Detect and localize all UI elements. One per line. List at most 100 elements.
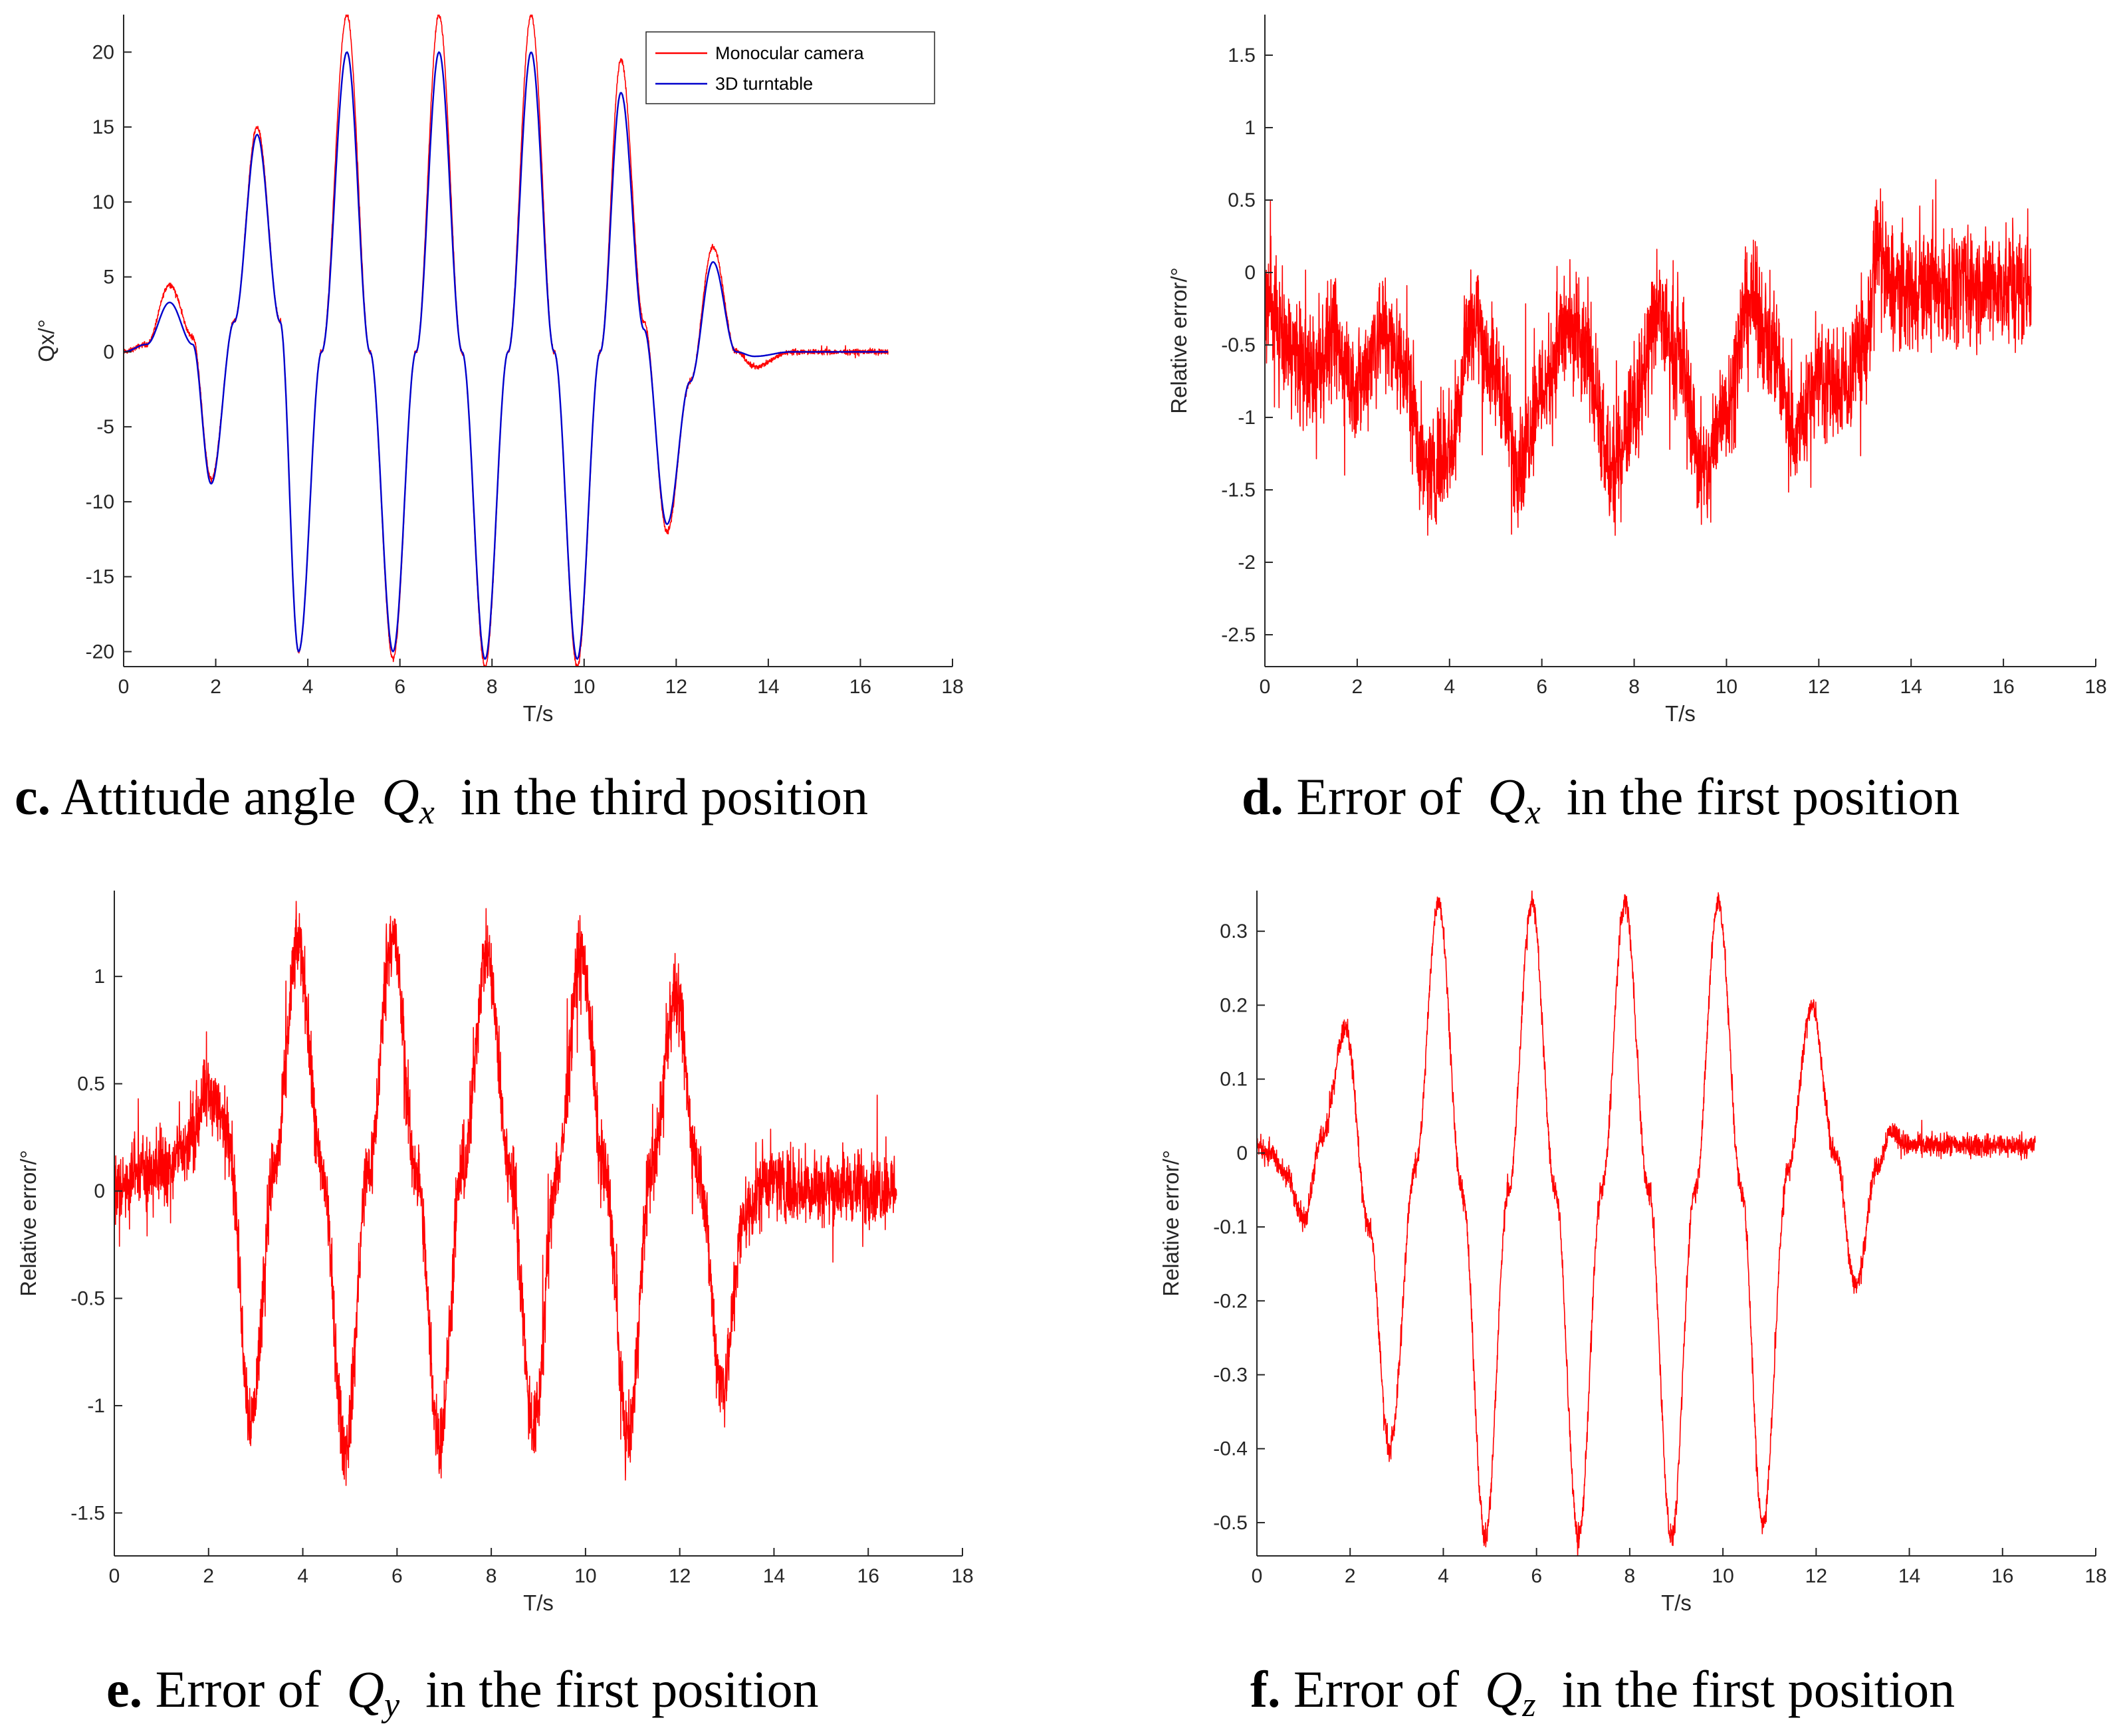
caption-letter: e.: [106, 1660, 142, 1718]
y-tick-label: 0.3: [1220, 921, 1248, 942]
series-line-1: [1257, 891, 2036, 1556]
y-tick-label: 0.5: [77, 1073, 105, 1095]
x-axis-label: T/s: [1665, 701, 1696, 726]
x-tick-label: 14: [763, 1565, 785, 1587]
caption-letter: d.: [1242, 768, 1284, 825]
x-tick-label: 4: [1438, 1565, 1449, 1587]
x-tick-label: 6: [394, 676, 405, 698]
series-line-1: [114, 901, 897, 1486]
y-axis-label: Relative error/°: [1167, 267, 1191, 413]
y-tick-label: -0.2: [1213, 1290, 1248, 1312]
panel-caption: e. Error of Qy in the first position: [106, 1660, 819, 1724]
panel-caption: f. Error of Qz in the first position: [1250, 1660, 1955, 1724]
x-tick-label: 6: [391, 1565, 403, 1587]
y-tick-label: 0.5: [1228, 189, 1256, 211]
x-axis-label: T/s: [523, 701, 554, 726]
caption-subscript: y: [381, 1686, 400, 1724]
caption-subscript: x: [419, 794, 435, 831]
caption-text: Error of: [1284, 768, 1488, 825]
x-tick-label: 14: [1898, 1565, 1920, 1587]
chart-f: 0 2 4 6 8 10 12 14 16 18 0.3 0.2 0.1 0 -0.1 -0.2 -0.3 -0.…: [1159, 891, 2107, 1724]
x-tick-label: 8: [487, 676, 498, 698]
y-tick-label: 0: [1244, 262, 1256, 284]
chart-c: 0 2 4 6 8 10 12 14 16 18 20 15 10 5 0 -5 -10 -15 -20 T/s Qx/…: [15, 15, 964, 831]
plot-area: [1265, 179, 2032, 536]
panel-caption: c. Attitude angle Qx in the third positi…: [15, 768, 868, 831]
y-tick-label: 5: [103, 267, 114, 288]
x-tick-label: 10: [573, 676, 595, 698]
y-tick-label: 1: [1244, 117, 1256, 139]
caption-text-end: in the first position: [399, 1660, 818, 1718]
x-tick-label: 10: [574, 1565, 596, 1587]
y-tick-label: 15: [92, 116, 114, 138]
chart-d: 0 2 4 6 8 10 12 14 16 18 1.5 1 0.5 0 -0.5 -1 -1.5 -2 -2.5 T…: [1167, 15, 2107, 831]
x-tick-label: 12: [665, 676, 687, 698]
caption-text-end: in the first position: [1536, 1660, 1955, 1718]
x-tick-label: 12: [669, 1565, 691, 1587]
y-axis-label: Qx/°: [34, 319, 58, 362]
y-tick-label: -0.4: [1213, 1438, 1248, 1460]
x-tick-label: 0: [109, 1565, 120, 1587]
y-tick-label: -2.5: [1221, 624, 1256, 646]
series-line-2: [124, 51, 888, 660]
y-tick-label: -0.5: [1213, 1512, 1248, 1534]
caption-symbol: Q: [382, 768, 419, 825]
legend-box: [645, 31, 935, 104]
y-tick-label: 1: [94, 966, 105, 988]
caption-letter: f.: [1250, 1660, 1280, 1718]
y-tick-label: -2: [1238, 552, 1256, 574]
legend-entry: Monocular camera: [715, 43, 865, 63]
x-tick-label: 16: [1991, 1565, 2013, 1587]
chart-e: 0 2 4 6 8 10 12 14 16 18 1 0.5 0 -0.5 -1 -1.5 T/s Relativ…: [16, 891, 974, 1724]
x-tick-label: 10: [1716, 676, 1737, 698]
y-tick-label: -1.5: [70, 1502, 105, 1524]
plot-area: [114, 901, 897, 1486]
x-tick-label: 2: [203, 1565, 214, 1587]
y-tick-label: 0: [94, 1180, 105, 1202]
y-axis-label: Relative error/°: [1159, 1150, 1183, 1296]
x-tick-label: 4: [1444, 676, 1455, 698]
y-tick-label: -1: [1238, 407, 1256, 429]
x-axis-label: T/s: [1661, 1590, 1692, 1615]
caption-symbol: Q: [1488, 768, 1525, 825]
x-tick-label: 0: [1252, 1565, 1263, 1587]
x-tick-label: 18: [941, 676, 963, 698]
caption-subscript: z: [1521, 1686, 1535, 1724]
y-tick-label: -10: [86, 491, 114, 513]
x-tick-label: 14: [1900, 676, 1922, 698]
y-tick-label: 20: [92, 41, 114, 63]
y-tick-label: -0.3: [1213, 1364, 1248, 1386]
caption-subscript: x: [1525, 794, 1541, 831]
caption-text-end: in the first position: [1541, 768, 1959, 825]
series-line-1: [1265, 179, 2032, 536]
x-tick-label: 8: [486, 1565, 497, 1587]
x-tick-label: 16: [849, 676, 871, 698]
panel-caption: d. Error of Qx in the first position: [1242, 768, 1959, 831]
legend: Monocular camera 3D turntable: [645, 31, 935, 104]
caption-letter: c.: [15, 768, 51, 825]
plot-area: [124, 15, 889, 667]
x-tick-label: 6: [1536, 676, 1547, 698]
y-tick-label: 1.5: [1228, 45, 1256, 66]
y-tick-label: -5: [96, 416, 114, 438]
x-tick-label: 16: [857, 1565, 879, 1587]
x-tick-label: 4: [297, 1565, 308, 1587]
x-tick-label: 18: [2084, 1565, 2106, 1587]
x-tick-label: 2: [1352, 676, 1363, 698]
x-tick-label: 18: [951, 1565, 973, 1587]
caption-text: Attitude angle: [51, 768, 382, 825]
caption-text: Error of: [1280, 1660, 1485, 1718]
x-tick-label: 16: [1992, 676, 2014, 698]
x-tick-label: 0: [118, 676, 130, 698]
x-tick-label: 12: [1805, 1565, 1827, 1587]
y-tick-label: 0.1: [1220, 1069, 1248, 1091]
x-tick-label: 12: [1808, 676, 1830, 698]
x-tick-label: 0: [1260, 676, 1271, 698]
caption-symbol: Q: [347, 1660, 384, 1718]
x-tick-label: 8: [1628, 676, 1640, 698]
y-tick-label: -0.5: [70, 1288, 105, 1310]
y-tick-label: -1: [87, 1395, 105, 1417]
x-tick-label: 14: [757, 676, 779, 698]
